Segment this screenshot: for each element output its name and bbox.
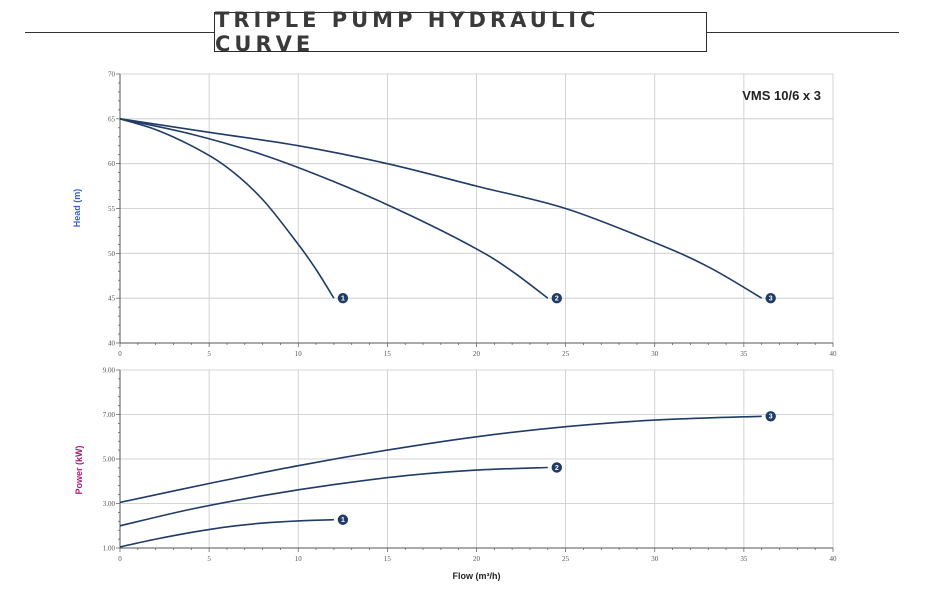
head-chart: 0 5 10 15 20 25 30 35 40 40 45 50 55 60 65 70 Head (m) VM…	[72, 71, 837, 359]
head-x-tick-label: 20	[473, 350, 481, 358]
head-x-tick-label: 30	[651, 350, 659, 358]
power-x-tick-label: 25	[562, 555, 570, 563]
head-y-tick-label: 70	[108, 71, 116, 79]
power-series-3-line	[119, 415, 762, 504]
head-series-1-badge-label: 1	[341, 296, 345, 303]
head-x-tick-label: 10	[295, 350, 303, 358]
head-series-2-badge-label: 2	[555, 296, 559, 303]
head-series-1-badge	[337, 292, 349, 304]
head-x-tick-label: 5	[207, 350, 211, 358]
head-x-tick-label: 0	[118, 350, 122, 358]
head-series-3-badge	[765, 292, 776, 304]
power-series-1-badge	[337, 514, 349, 525]
head-y-tick-label: 65	[108, 115, 116, 123]
head-series-2-line	[119, 118, 549, 299]
chart-title: TRIPLE PUMP HYDRAULIC CURVE	[215, 8, 600, 56]
title-box: TRIPLE PUMP HYDRAULIC CURVE	[214, 8, 707, 56]
power-x-tick-label: 40	[830, 555, 838, 563]
head-x-tick-label: 25	[562, 350, 570, 358]
head-series-2-badge	[551, 292, 562, 304]
power-y-tick-label: 7.00	[103, 411, 116, 419]
head-y-tick-label: 40	[108, 340, 116, 348]
head-series-3-badge-label: 3	[769, 296, 773, 303]
title-rule-left	[25, 32, 214, 33]
head-y-tick-label: 50	[108, 250, 116, 258]
head-y-axis-label: Head (m)	[72, 189, 82, 228]
power-x-tick-label: 35	[740, 555, 748, 563]
power-x-tick-label: 20	[473, 555, 481, 563]
head-x-tick-label: 40	[830, 350, 838, 358]
power-series-2-badge-label: 2	[555, 465, 559, 472]
power-series-1-line	[119, 518, 334, 548]
power-series-3-badge	[765, 411, 776, 422]
power-y-tick-label: 3.00	[103, 500, 116, 508]
head-series-1-line	[119, 118, 335, 299]
head-y-tick-label: 45	[108, 295, 116, 303]
power-x-axis-label: Flow (m³/h)	[453, 571, 501, 581]
title-rule-right	[707, 32, 899, 33]
head-y-tick-label: 55	[108, 205, 116, 213]
head-y-tick-label: 60	[108, 160, 116, 168]
power-y-tick-label: 1.00	[103, 545, 116, 553]
power-y-tick-label: 5.00	[103, 456, 116, 464]
power-series-3-badge-label: 3	[769, 414, 773, 421]
power-x-tick-label: 10	[295, 555, 303, 563]
power-y-axis-label: Power (kW)	[74, 445, 84, 494]
power-y-tick-label: 9.00	[103, 367, 116, 375]
power-series-2-badge	[551, 462, 562, 473]
power-chart: 0 5 10 15 20 25 30 35 40 1.00 3.00 5.00 7.00 9.00 Powe…	[74, 367, 837, 582]
power-x-tick-label: 15	[384, 555, 392, 563]
power-x-tick-label: 5	[207, 555, 211, 563]
head-x-tick-label: 35	[740, 350, 748, 358]
power-x-tick-label: 30	[651, 555, 659, 563]
head-x-tick-label: 15	[384, 350, 392, 358]
power-x-tick-label: 0	[118, 555, 122, 563]
model-label: VMS 10/6 x 3	[742, 88, 821, 103]
head-series-3-line	[119, 118, 763, 299]
power-series-2-line	[119, 466, 548, 527]
power-series-1-badge-label: 1	[341, 517, 345, 524]
